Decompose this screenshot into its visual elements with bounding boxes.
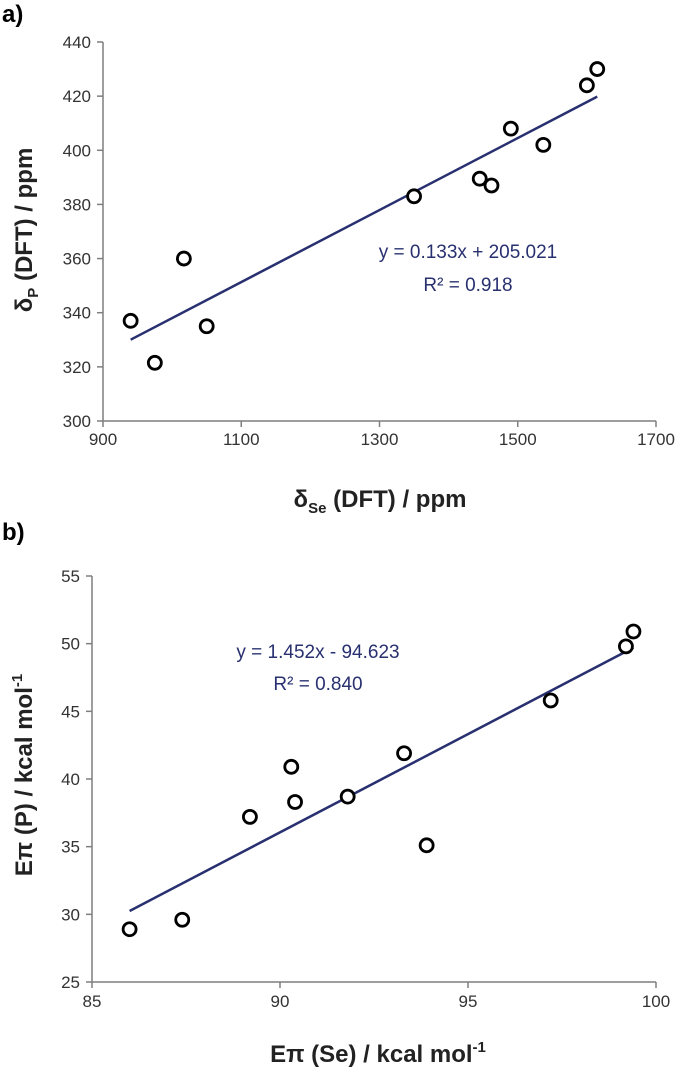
y-axis-title-b-sup: -1 [9,674,26,687]
x-tick-label: 1500 [499,430,537,449]
y-tick-label: 55 [61,567,80,586]
chart-panel-b: b) 25 30 35 40 45 50 55 85 90 95 100 y = 1.452x -… [2,519,670,1068]
data-point [121,921,138,938]
y-axis-title-b-rest: (P) / kcal mol [11,687,38,842]
data-point [578,77,595,94]
data-point [198,318,215,335]
trendline-b [129,646,635,913]
data-point [502,120,519,137]
data-point [396,745,412,762]
data-point [406,188,422,205]
y-tick-label: 440 [63,33,91,52]
x-axis-title-a-main: δ [294,486,309,513]
x-tick-label: 100 [642,992,670,1011]
y-tick-label: 35 [61,838,80,857]
x-tick-label: 1100 [223,430,260,449]
y-tick-label: 340 [63,304,91,323]
r2-label-a: R² = 0.918 [423,275,512,296]
data-point [618,638,634,655]
data-point [174,911,191,928]
x-tick-label: 900 [89,430,117,449]
y-axis-title-a-main: δ [11,298,38,313]
data-point [175,250,192,267]
x-axis-title-b: Eπ (Se) / kcal mol-1 [270,1039,486,1068]
x-axis-title-a-rest: (DFT) / ppm [326,486,466,513]
x-tick-label: 95 [459,992,478,1011]
data-point [287,794,303,810]
data-point [535,136,552,153]
data-point [122,312,139,329]
chart-panel-a: a) 300 320 340 360 380 400 420 440 900 1100 1300 1… [2,1,675,517]
y-tick-label: 380 [63,195,91,214]
equation-label-b: y = 1.452x - 94.623 [236,642,399,663]
data-point [242,808,258,825]
data-point [589,61,606,77]
x-tick-label: 1700 [637,430,675,449]
y-tick-label: 45 [61,702,80,721]
data-point [283,758,300,775]
x-axis-title-b-sup: -1 [473,1039,486,1056]
y-axis-title-a-sub: P [25,288,42,298]
y-tick-label: 300 [63,412,91,431]
data-point [418,837,435,854]
y-tick-label: 320 [63,358,91,377]
trendline-a [130,95,598,341]
y-axis-title-b: Eπ (P) / kcal mol-1 [9,674,38,876]
x-tick-label: 1300 [361,430,399,449]
panel-label-b: b) [2,519,25,546]
x-tick-label: 90 [271,992,290,1011]
data-point [146,354,163,371]
y-axis-title-a: δP (DFT) / ppm [11,148,42,313]
data-point [625,623,642,640]
panel-label-a: a) [2,1,23,28]
y-axis-title-b-main: Eπ [11,842,38,876]
y-tick-label: 400 [63,141,91,160]
y-tick-label: 30 [61,905,80,924]
data-point [483,177,500,194]
x-axis-title-a: δSe (DFT) / ppm [294,486,467,517]
y-tick-label: 40 [61,770,80,789]
y-tick-label: 50 [61,635,80,654]
y-tick-label: 420 [63,87,91,106]
y-tick-label: 25 [61,973,80,992]
y-tick-label: 360 [63,250,91,269]
r2-label-b: R² = 0.840 [273,674,362,695]
x-tick-label: 85 [83,992,102,1011]
y-axis-title-a-rest: (DFT) / ppm [11,148,38,288]
x-axis-title-a-sub: Se [308,500,326,517]
data-point [339,788,356,805]
x-axis-title-b-main: Eπ [270,1041,304,1068]
x-axis-title-b-rest: (Se) / kcal mol [304,1041,472,1068]
data-point [542,692,559,709]
equation-label-a: y = 0.133x + 205.021 [379,242,558,263]
data-point [471,170,488,187]
